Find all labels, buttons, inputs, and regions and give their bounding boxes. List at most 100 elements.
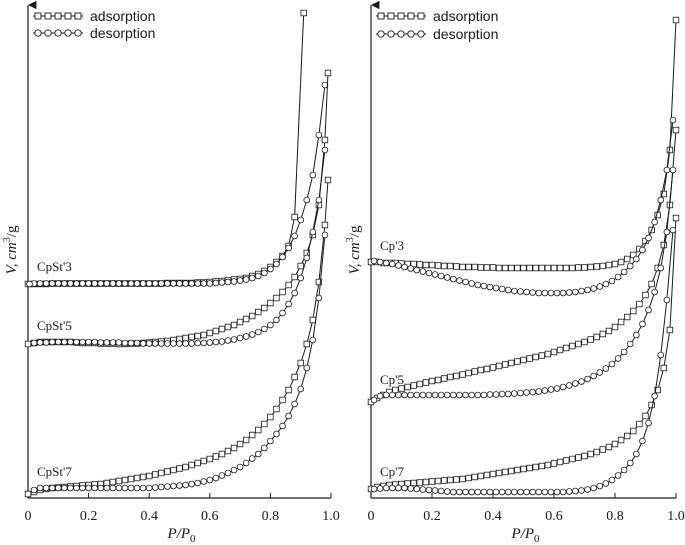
desorption-point — [407, 391, 414, 399]
desorption-point — [456, 391, 463, 399]
adsorption-point — [321, 221, 329, 229]
adsorption-point — [550, 348, 558, 356]
adsorption-point — [404, 480, 411, 487]
desorption-point — [176, 340, 183, 347]
desorption-point — [578, 487, 585, 494]
desorption-point — [109, 484, 117, 492]
adsorption-point — [279, 288, 286, 296]
desorption-point — [376, 258, 384, 266]
adsorption-point — [508, 264, 515, 272]
desorption-point — [468, 488, 475, 496]
y-axis-label-tail: /g — [347, 225, 363, 237]
desorption-point — [261, 444, 268, 452]
desorption-point — [547, 289, 555, 297]
adsorption-point — [200, 331, 207, 339]
desorption-point — [236, 334, 244, 342]
adsorption-point — [300, 9, 307, 17]
desorption-point — [212, 474, 220, 482]
adsorption-point — [194, 459, 201, 467]
desorption-point — [36, 484, 44, 492]
desorption-point — [535, 289, 543, 297]
legend-marker-circle — [417, 30, 425, 38]
adsorption-line — [371, 19, 677, 269]
desorption-point — [285, 300, 292, 308]
desorption-point — [103, 280, 111, 287]
desorption-point — [437, 487, 445, 495]
adsorption-point — [182, 463, 189, 471]
desorption-point — [109, 280, 117, 287]
desorption-point — [382, 391, 390, 399]
x-tick-label: 0.8 — [606, 509, 624, 524]
desorption-point — [456, 277, 463, 284]
desorption-point — [541, 289, 549, 297]
desorption-point — [376, 485, 384, 492]
desorption-point — [164, 483, 171, 490]
adsorption-point — [440, 477, 448, 484]
desorption-point — [395, 391, 402, 399]
x-tick-label: 0.6 — [201, 509, 219, 524]
adsorption-point — [587, 263, 594, 271]
adsorption-point — [563, 264, 570, 272]
desorption-point — [529, 488, 536, 496]
adsorption-point — [218, 450, 226, 458]
adsorption-point — [495, 264, 503, 272]
adsorption-point — [654, 386, 661, 394]
desorption-point — [437, 272, 445, 280]
adsorption-point — [249, 312, 256, 320]
adsorption-point — [630, 427, 637, 435]
adsorption-point — [428, 377, 436, 385]
desorption-point — [559, 488, 567, 496]
adsorption-point — [315, 278, 323, 286]
adsorption-point — [660, 364, 667, 372]
adsorption-point — [471, 473, 478, 481]
desorption-point — [633, 255, 640, 263]
desorption-point — [85, 338, 92, 346]
desorption-point — [382, 259, 390, 267]
adsorption-point — [428, 261, 436, 269]
adsorption-point — [121, 476, 129, 484]
desorption-point — [230, 466, 238, 474]
adsorption-point — [489, 264, 497, 271]
adsorption-point — [611, 440, 619, 448]
desorption-point — [97, 484, 105, 492]
desorption-point — [614, 273, 622, 281]
desorption-point — [67, 338, 74, 346]
desorption-point — [54, 484, 62, 492]
desorption-point — [230, 336, 238, 343]
adsorption-point — [398, 385, 405, 392]
desorption-point — [651, 392, 658, 400]
desorption-point — [36, 339, 44, 346]
desorption-point — [273, 260, 280, 268]
adsorption-point — [440, 375, 448, 382]
desorption-line — [373, 169, 674, 401]
adsorption-point — [581, 264, 588, 271]
desorption-point — [535, 388, 543, 395]
desorption-point — [590, 285, 597, 292]
desorption-point — [121, 339, 129, 347]
adsorption-point — [575, 454, 582, 461]
adsorption-point — [526, 264, 533, 272]
desorption-point — [468, 280, 475, 287]
desorption-point — [79, 484, 86, 492]
desorption-point — [626, 459, 634, 467]
desorption-point — [645, 306, 652, 314]
desorption-point — [115, 484, 123, 492]
desorption-point — [572, 487, 579, 495]
desorption-point — [133, 484, 141, 492]
desorption-point — [321, 146, 329, 154]
desorption-point — [91, 280, 98, 287]
desorption-point — [267, 265, 274, 273]
adsorption-point — [206, 329, 213, 337]
desorption-point — [194, 339, 201, 347]
desorption-point — [200, 339, 208, 347]
adsorption-point — [605, 327, 613, 335]
adsorption-point — [224, 447, 232, 455]
legend-marker-circle — [54, 29, 62, 37]
adsorption-point — [544, 264, 552, 272]
desorption-point — [437, 391, 445, 399]
desorption-point — [303, 364, 311, 372]
desorption-point — [200, 280, 208, 287]
desorption-point — [30, 339, 38, 347]
